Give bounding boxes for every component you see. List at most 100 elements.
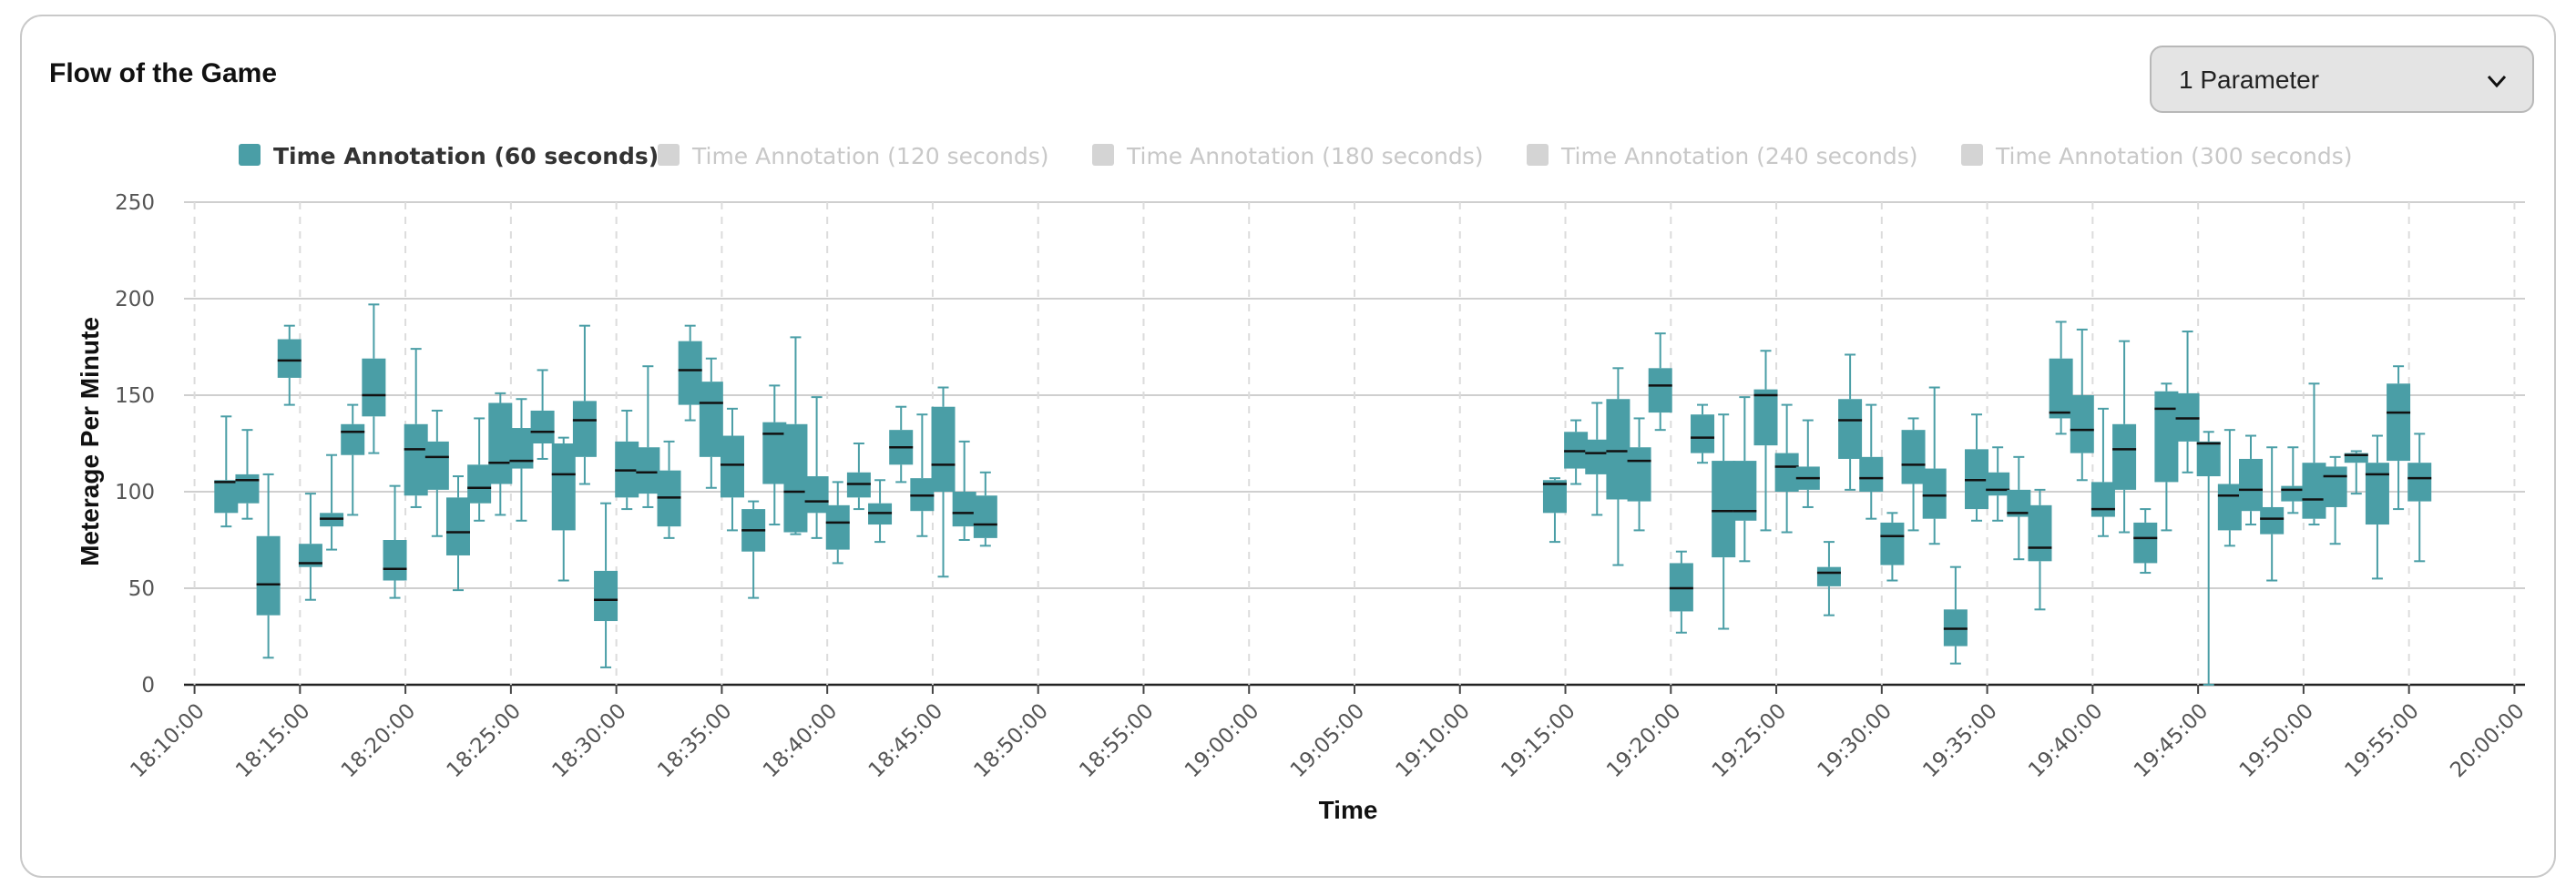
legend-swatch — [1092, 144, 1114, 166]
box-plot — [741, 500, 766, 599]
box-plot — [1774, 403, 1799, 534]
box-plot — [551, 436, 576, 582]
x-tick-label: 18:10:00 — [126, 699, 209, 782]
box-iqr — [2049, 358, 2073, 419]
box-plot — [2260, 446, 2285, 582]
box-iqr — [1816, 566, 1841, 586]
box-iqr — [2365, 463, 2389, 525]
y-tick-label: 0 — [141, 674, 155, 697]
box-plot — [2365, 434, 2389, 580]
box-iqr — [594, 570, 618, 622]
box-plot — [404, 348, 428, 508]
box-plot — [2323, 455, 2347, 545]
box-iqr — [1901, 430, 1926, 484]
box-iqr — [2387, 383, 2411, 462]
box-plot — [2387, 365, 2411, 511]
box-plot — [657, 440, 681, 539]
y-tick-label: 150 — [115, 384, 155, 408]
box-series — [214, 303, 2432, 686]
box-plot — [2049, 321, 2073, 435]
box-iqr — [636, 447, 660, 494]
box-iqr — [2090, 482, 2115, 517]
box-plot — [383, 484, 407, 599]
box-iqr — [572, 401, 597, 457]
box-iqr — [2323, 466, 2347, 507]
y-axis-ticks: 0 50 100 150 200 250 — [115, 191, 155, 697]
x-tick-label: 18:30:00 — [547, 699, 630, 782]
box-iqr — [1648, 368, 1672, 413]
x-tick-label: 19:45:00 — [2130, 699, 2213, 782]
box-plot — [1627, 417, 1651, 532]
legend-item[interactable]: Time Annotation (120 seconds) — [658, 143, 1049, 169]
box-plot — [2281, 446, 2305, 514]
box-plot — [320, 453, 344, 551]
box-iqr — [256, 535, 281, 616]
box-iqr — [804, 476, 829, 514]
legend-item[interactable]: Time Annotation (180 seconds) — [1092, 143, 1484, 169]
box-plot — [530, 369, 555, 460]
x-axis-ticks: 18:10:00 18:15:00 18:20:00 18:25:00 18:30:00… — [126, 699, 2529, 782]
box-iqr — [1880, 522, 1905, 565]
box-plot — [2007, 455, 2031, 561]
x-tick-label: 18:20:00 — [337, 699, 420, 782]
box-plot — [277, 324, 302, 406]
legend-item[interactable]: Time Annotation (300 seconds) — [1961, 143, 2353, 169]
box-plot — [2028, 488, 2052, 611]
box-iqr — [424, 441, 449, 490]
box-plot — [235, 429, 260, 520]
box-iqr — [1606, 399, 1630, 500]
box-plot — [1753, 350, 1778, 532]
legend-label: Time Annotation (180 seconds) — [1126, 143, 1484, 169]
x-tick-label: 19:20:00 — [1602, 699, 1685, 782]
x-axis-title: Time — [1319, 796, 1378, 824]
box-iqr — [678, 341, 702, 405]
box-plot — [2175, 331, 2200, 473]
box-plot — [362, 303, 386, 454]
parameter-dropdown[interactable]: 1 Parameter — [2150, 46, 2534, 113]
box-plot — [846, 443, 871, 511]
box-iqr — [1585, 439, 1610, 474]
box-iqr — [277, 339, 302, 378]
box-iqr — [2302, 463, 2326, 519]
box-iqr — [467, 464, 492, 504]
legend-label: Time Annotation (300 seconds) — [1995, 143, 2353, 169]
box-plot — [762, 384, 787, 526]
box-iqr — [1691, 414, 1715, 453]
box-plot — [868, 479, 893, 544]
box-iqr — [2239, 458, 2264, 512]
x-tick-label: 18:35:00 — [653, 699, 736, 782]
box-plot — [2154, 382, 2179, 532]
box-plot — [931, 386, 956, 578]
box-iqr — [2407, 463, 2432, 502]
box-plot — [424, 409, 449, 537]
box-plot — [910, 413, 935, 537]
legend-item[interactable]: Time Annotation (240 seconds) — [1527, 143, 1918, 169]
box-iqr — [2112, 423, 2137, 490]
x-tick-label: 19:40:00 — [2024, 699, 2107, 782]
chart-title: Flow of the Game — [49, 58, 278, 88]
x-tick-label: 18:50:00 — [970, 699, 1053, 782]
legend-label: Time Annotation (240 seconds) — [1560, 143, 1918, 169]
box-plot — [1965, 413, 1989, 522]
x-tick-label: 19:10:00 — [1392, 699, 1475, 782]
box-iqr — [383, 540, 407, 581]
legend-item[interactable]: Time Annotation (60 seconds) — [239, 143, 659, 169]
x-tick-label: 19:15:00 — [1497, 699, 1579, 782]
box-iqr — [488, 402, 513, 484]
box-plot — [2302, 382, 2326, 526]
box-plot — [488, 392, 513, 516]
box-plot — [594, 502, 618, 668]
box-plot — [952, 440, 976, 541]
box-plot — [2070, 328, 2094, 482]
box-iqr — [783, 423, 808, 533]
chevron-down-icon — [2487, 75, 2507, 88]
box-iqr — [2260, 506, 2285, 535]
box-plot — [1542, 477, 1567, 544]
grid — [184, 201, 2525, 694]
box-iqr — [404, 423, 428, 496]
box-plot — [1564, 419, 1589, 485]
box-iqr — [1986, 472, 2010, 496]
x-tick-label: 19:30:00 — [1814, 699, 1896, 782]
y-tick-label: 250 — [115, 191, 155, 215]
